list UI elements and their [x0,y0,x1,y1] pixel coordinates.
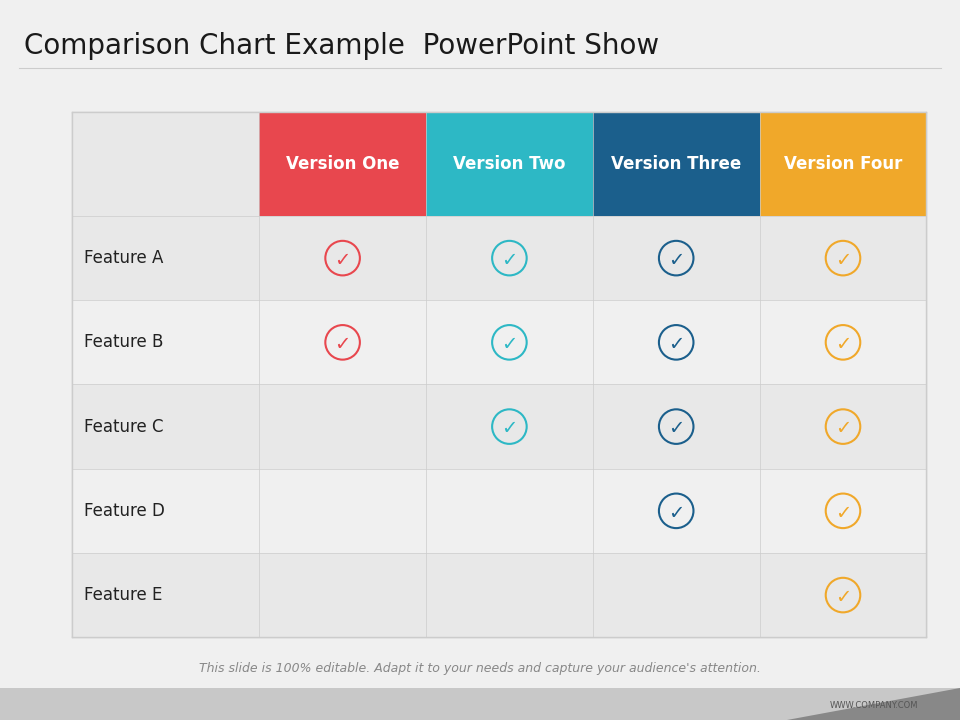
Text: ✓: ✓ [334,251,350,270]
Text: ✓: ✓ [501,251,517,270]
Text: ✓: ✓ [835,419,852,438]
FancyBboxPatch shape [72,300,926,384]
Text: Feature D: Feature D [84,502,164,520]
Text: Version One: Version One [286,155,399,173]
Text: Feature E: Feature E [84,586,162,604]
Text: Feature A: Feature A [84,249,163,267]
Text: ✓: ✓ [835,335,852,354]
Text: Version Three: Version Three [612,155,741,173]
FancyBboxPatch shape [759,112,926,216]
Text: Version Four: Version Four [783,155,902,173]
FancyBboxPatch shape [72,553,926,637]
FancyBboxPatch shape [0,688,960,720]
FancyBboxPatch shape [426,112,592,216]
Text: This slide is 100% editable. Adapt it to your needs and capture your audience's : This slide is 100% editable. Adapt it to… [199,662,761,675]
Text: ✓: ✓ [501,419,517,438]
Text: ✓: ✓ [668,503,684,523]
Text: ✓: ✓ [668,251,684,270]
FancyBboxPatch shape [72,469,926,553]
FancyBboxPatch shape [259,112,426,216]
Text: ✓: ✓ [334,335,350,354]
FancyBboxPatch shape [72,112,926,637]
FancyBboxPatch shape [72,216,926,300]
Text: ✓: ✓ [501,335,517,354]
Polygon shape [787,688,960,720]
Text: Version Two: Version Two [453,155,565,173]
Text: Comparison Chart Example  PowerPoint Show: Comparison Chart Example PowerPoint Show [24,32,660,60]
Text: WWW.COMPANY.COM: WWW.COMPANY.COM [829,701,918,710]
FancyBboxPatch shape [72,384,926,469]
Text: ✓: ✓ [835,503,852,523]
Text: ✓: ✓ [835,588,852,607]
Text: Feature B: Feature B [84,333,163,351]
Text: ✓: ✓ [668,419,684,438]
FancyBboxPatch shape [592,112,759,216]
Text: Feature C: Feature C [84,418,163,436]
Text: ✓: ✓ [835,251,852,270]
FancyBboxPatch shape [72,112,259,216]
Text: ✓: ✓ [668,335,684,354]
